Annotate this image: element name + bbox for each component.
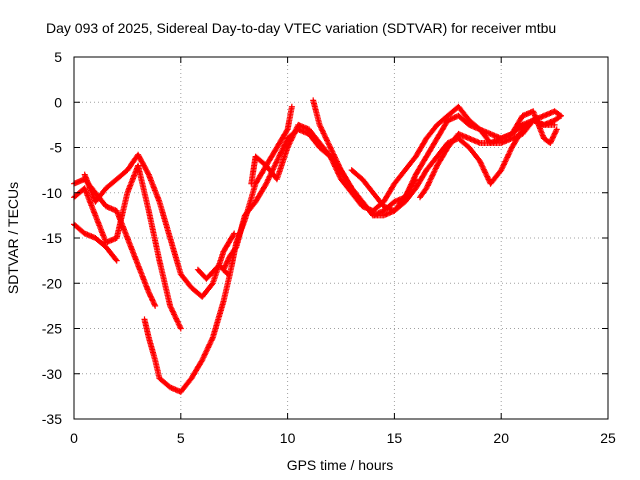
y-tick-label: 5 — [54, 49, 62, 65]
x-tick-label: 5 — [177, 430, 185, 446]
y-tick-label: -35 — [42, 411, 62, 427]
y-tick-label: -20 — [42, 275, 62, 291]
x-axis-label: GPS time / hours — [287, 457, 394, 473]
x-tick-label: 20 — [493, 430, 509, 446]
y-tick-label: 0 — [54, 94, 62, 110]
series-markers — [417, 108, 560, 201]
y-tick-label: -5 — [50, 140, 63, 156]
x-tick-label: 0 — [70, 430, 78, 446]
x-tick-label: 10 — [280, 430, 296, 446]
chart-title: Day 093 of 2025, Sidereal Day-to-day VTE… — [46, 20, 556, 36]
y-tick-label: -15 — [42, 230, 62, 246]
series-markers — [348, 108, 565, 214]
y-tick-label: -10 — [42, 185, 62, 201]
series-sat-j — [348, 108, 565, 214]
axis-ticks: 0 5 10 15 20 25 5 0 -5 -10 -15 -20 -25 -30 -35 — [42, 49, 616, 446]
x-tick-label: 15 — [387, 430, 403, 446]
x-tick-label: 25 — [600, 430, 616, 446]
series-sat-k — [417, 108, 560, 201]
y-axis-label: SDTVAR / TECUs — [5, 182, 21, 294]
y-tick-label: -25 — [42, 321, 62, 337]
data-points — [71, 97, 565, 395]
y-tick-label: -30 — [42, 366, 62, 382]
